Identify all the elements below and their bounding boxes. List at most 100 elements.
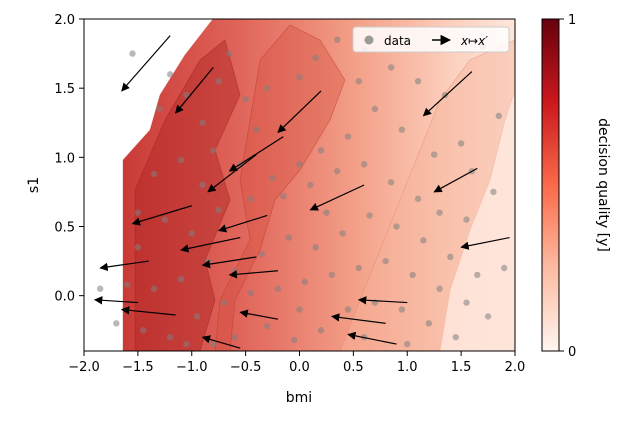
data-point [334,36,341,43]
data-point [193,313,201,320]
data-point [425,320,432,327]
data-point [323,209,330,216]
colorbar-gradient [541,18,560,352]
y-tick-label: 0.0 [54,290,75,305]
data-point [247,195,255,203]
x-tick-label: −1.0 [176,360,208,375]
contour-band-dark [134,39,241,351]
data-point [274,285,282,292]
y-tick-label: 2.0 [54,13,75,28]
data-point [398,126,406,133]
contour-band-palest [439,89,515,351]
data-point [387,64,395,71]
plot-area [93,19,515,351]
data-point [263,322,271,330]
legend-arrow-label: x↦x′ [460,34,488,48]
data-point [501,264,508,272]
data-point [430,151,438,158]
data-point [290,336,298,344]
y-tick-label: 1.5 [54,82,75,97]
data-point [447,253,454,261]
x-axis: −2.0 −1.5 −1.0 −0.5 0.0 0.5 1.0 1.5 2.0 [68,351,525,375]
data-point [150,170,158,178]
mapping-arrow [357,296,408,305]
data-point [134,209,142,216]
data-point [280,192,287,200]
mapping-arrow [201,256,257,269]
data-point [441,91,449,99]
data-point [242,96,249,103]
x-tick-label: 0.0 [289,360,310,375]
mapping-arrow [347,331,397,345]
data-point [231,333,239,341]
colorbar-tick-label-1: 1 [568,13,576,28]
data-point [285,234,292,241]
x-tick-label: 2.0 [505,360,526,375]
data-point [183,91,190,99]
data-point [339,230,346,237]
mapping-arrow [433,167,478,193]
data-point [344,133,352,140]
y-axis-label: s1 [26,177,42,193]
mapping-arrow [277,90,322,134]
data-point [312,54,319,61]
data-point [420,237,427,244]
mapping-arrow [201,335,241,349]
data-point [188,230,195,237]
mapping-arrow [120,306,176,316]
data-point [258,250,265,258]
data-point [210,147,217,154]
mapping-arrow [228,270,279,279]
data-point [199,181,206,189]
y-tick-label: 0.5 [54,221,75,236]
legend: data x↦x′ [352,26,510,53]
data-point [220,299,228,306]
mapping-arrow [239,309,279,320]
data-point [296,306,303,313]
mapping-arrow [207,154,257,193]
data-point [296,73,303,81]
data-point [452,333,459,341]
mapping-arrow [131,205,192,226]
data-point [183,340,190,348]
y-axis: 0.0 0.5 1.0 1.5 2.0 [54,13,84,305]
data-point [474,271,481,279]
data-points [96,36,508,348]
x-axis-label: bmi [286,390,312,406]
data-point [317,327,325,334]
data-point [210,340,217,348]
mapping-arrow [422,71,473,117]
data-point [387,179,395,186]
data-point [307,181,314,189]
data-point [161,216,169,223]
data-point [134,244,142,251]
colorbar: 1 0 decision quality [y] [541,13,611,360]
data-point [360,161,368,168]
data-point [398,306,406,313]
decision-field [122,19,515,351]
data-point [301,278,309,286]
y-tick-label: 1.0 [54,151,75,166]
data-point [382,257,389,265]
mapping-arrow [309,184,365,211]
data-point [328,271,336,279]
data-point [167,333,174,341]
data-point [215,78,222,85]
data-point [355,78,362,85]
mapping-arrow [175,67,214,114]
data-point [463,299,470,306]
data-point [484,313,492,320]
mapping-arrow [217,214,268,233]
data-point [177,156,185,164]
data-point [312,244,319,251]
data-point [113,320,120,327]
data-point [334,167,341,175]
data-point [247,289,255,297]
data-point [199,119,206,126]
data-point [436,209,443,216]
data-point [204,257,212,265]
data-point [215,206,222,214]
data-point [231,267,239,274]
data-point [355,264,362,272]
